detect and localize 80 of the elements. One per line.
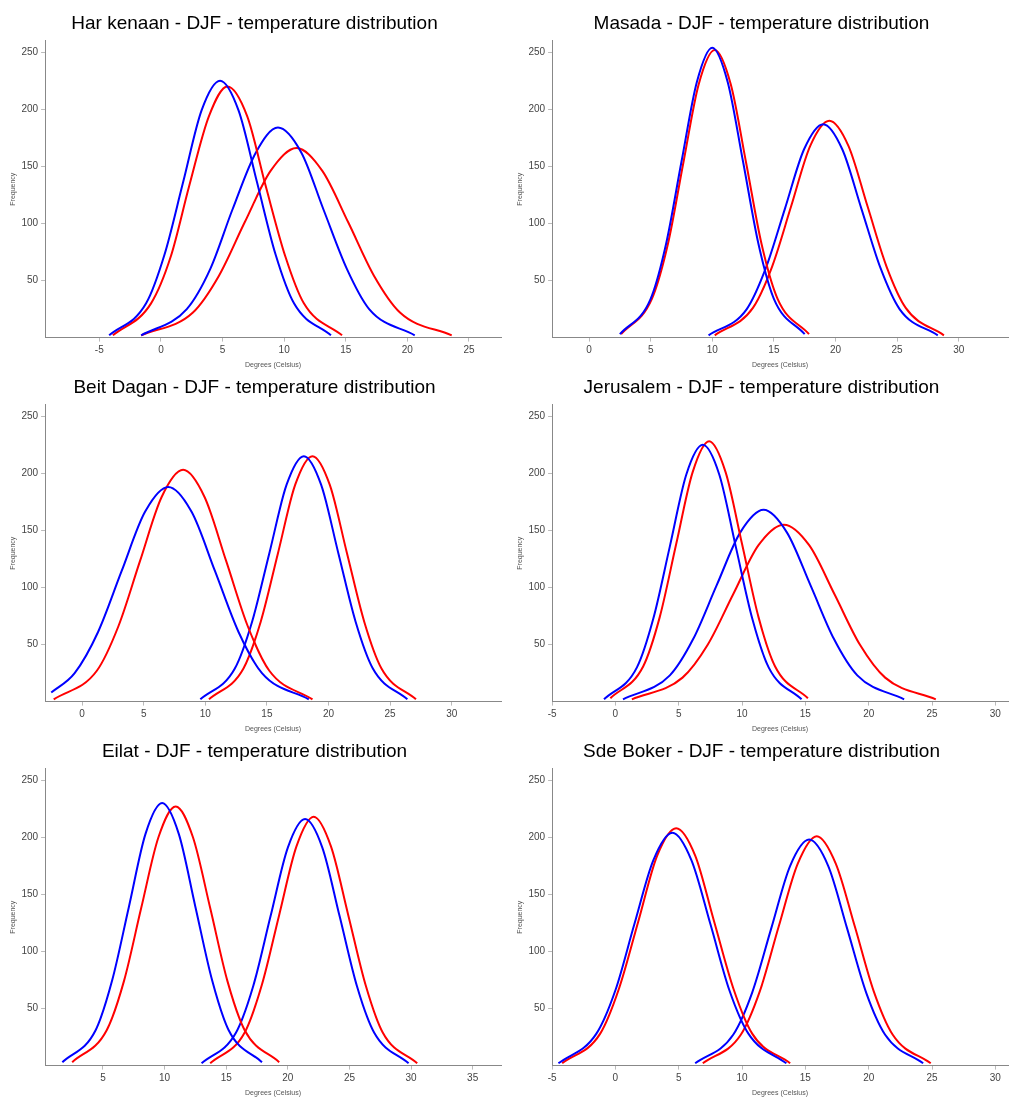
x-tick-label: 5 — [100, 1072, 107, 1084]
x-tick-label: -5 — [94, 344, 105, 356]
y-tick-label: 200 — [21, 103, 39, 115]
x-tick-label: 5 — [140, 708, 147, 720]
x-tick-label: 10 — [278, 344, 291, 356]
y-tick-label: 250 — [21, 409, 39, 421]
y-tick-label: 200 — [528, 103, 546, 115]
y-tick-label: 50 — [533, 638, 546, 650]
y-tick-label: 250 — [528, 409, 546, 421]
y-tick-label: 200 — [528, 467, 546, 479]
x-tick-label: 20 — [863, 1072, 875, 1084]
x-tick-label: 10 — [736, 708, 749, 720]
y-tick-label: 100 — [528, 945, 546, 957]
x-tick-label: 20 — [863, 708, 875, 720]
x-tick-label: 5 — [675, 708, 682, 720]
chart-title: Eilat - DJF - temperature distribution — [101, 739, 408, 761]
y-tick-label: 50 — [533, 274, 546, 286]
x-tick-label: -5 — [547, 708, 557, 720]
y-tick-label: 150 — [21, 524, 39, 536]
x-tick-label: 30 — [953, 344, 965, 356]
x-tick-label: 25 — [343, 1072, 356, 1084]
x-tick-label: 20 — [322, 708, 335, 720]
x-tick-label: 10 — [706, 344, 719, 356]
y-tick-label: 100 — [528, 217, 546, 229]
y-tick-label: 150 — [528, 524, 546, 536]
x-tick-label: 0 — [586, 344, 593, 356]
chart-title: Beit Dagan - DJF - temperature distribution — [73, 375, 436, 397]
x-tick-label: 5 — [219, 344, 226, 356]
y-tick-label: 250 — [21, 773, 39, 785]
y-tick-label: 50 — [26, 638, 39, 650]
chart-title: Jerusalem - DJF - temperature distribution — [583, 375, 940, 397]
y-tick-label: 150 — [528, 888, 546, 900]
x-tick-label: 0 — [79, 708, 86, 720]
y-tick-label: 200 — [21, 467, 39, 479]
x-tick-label: 15 — [220, 1072, 233, 1084]
y-tick-label: 250 — [21, 45, 39, 57]
x-tick-label: 25 — [891, 344, 904, 356]
x-tick-label: 0 — [158, 344, 165, 356]
y-tick-label: 150 — [21, 888, 39, 900]
x-tick-label: 10 — [159, 1072, 171, 1084]
y-tick-label: 50 — [26, 1002, 39, 1014]
x-tick-label: 5 — [647, 344, 654, 356]
x-tick-label: 0 — [612, 1072, 619, 1084]
x-tick-label: 25 — [463, 344, 475, 356]
y-tick-label: 250 — [528, 773, 546, 785]
x-tick-label: 20 — [282, 1072, 294, 1084]
y-tick-label: 250 — [528, 45, 546, 57]
x-tick-label: 25 — [926, 708, 939, 720]
x-tick-label: 0 — [612, 708, 619, 720]
chart-title: Masada - DJF - temperature distribution — [593, 11, 930, 33]
x-tick-label: 25 — [384, 708, 397, 720]
y-tick-label: 100 — [528, 581, 546, 593]
x-tick-label: 25 — [926, 1072, 939, 1084]
y-tick-label: 200 — [528, 831, 546, 843]
x-tick-label: 15 — [799, 1072, 812, 1084]
chart-title: Sde Boker - DJF - temperature distribution — [583, 739, 940, 761]
y-tick-label: 50 — [26, 274, 39, 286]
x-tick-label: 15 — [799, 708, 812, 720]
y-tick-label: 100 — [21, 217, 39, 229]
x-tick-label: -5 — [547, 1072, 557, 1084]
x-tick-label: 35 — [467, 1072, 479, 1084]
x-tick-label: 15 — [340, 344, 352, 356]
y-tick-label: 150 — [528, 160, 546, 172]
x-tick-label: 5 — [675, 1072, 682, 1084]
y-tick-label: 200 — [21, 831, 39, 843]
x-tick-label: 10 — [736, 1072, 749, 1084]
x-tick-label: 10 — [199, 708, 212, 720]
y-tick-label: 50 — [533, 1002, 546, 1014]
x-tick-label: 15 — [768, 344, 780, 356]
x-tick-label: 30 — [989, 708, 1002, 720]
x-tick-label: 30 — [989, 1072, 1002, 1084]
x-tick-label: 15 — [261, 708, 273, 720]
chart-title: Har kenaan - DJF - temperature distribution — [71, 11, 438, 33]
y-tick-label: 100 — [21, 581, 39, 593]
x-tick-label: 20 — [829, 344, 842, 356]
x-tick-label: 30 — [446, 708, 458, 720]
y-tick-label: 100 — [21, 945, 39, 957]
x-tick-label: 20 — [401, 344, 414, 356]
x-tick-label: 30 — [405, 1072, 418, 1084]
y-tick-label: 150 — [21, 160, 39, 172]
